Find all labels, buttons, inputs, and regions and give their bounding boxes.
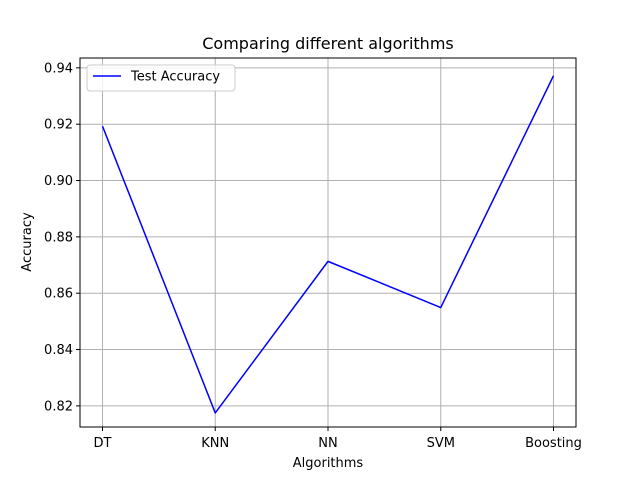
axis-ticks: DT KNN NN SVM Boosting 0.82 0.84 0.86 0.88 0.90 0.…	[44, 61, 582, 451]
y-tick-label: 0.84	[44, 343, 73, 358]
x-tick-label: SVM	[427, 436, 455, 451]
y-tick-label: 0.92	[44, 118, 73, 133]
x-tick-label: KNN	[201, 436, 229, 451]
x-tick-label: DT	[94, 436, 112, 451]
chart-title: Comparing different algorithms	[202, 34, 454, 53]
x-tick-label: NN	[318, 436, 337, 451]
grid	[80, 58, 576, 427]
series-layer	[101, 75, 555, 414]
x-tick-label: Boosting	[525, 436, 582, 451]
y-tick-label: 0.86	[44, 287, 73, 302]
y-axis-label: Accuracy	[20, 212, 35, 272]
y-tick-label: 0.88	[44, 230, 73, 245]
y-tick-label: 0.82	[44, 399, 73, 414]
y-tick-label: 0.94	[44, 61, 73, 76]
y-tick-label: 0.90	[44, 174, 73, 189]
legend-entry-test-accuracy: Test Accuracy	[130, 70, 220, 85]
x-axis-label: Algorithms	[293, 456, 364, 471]
legend-box	[86, 64, 236, 92]
legend: Test Accuracy	[86, 64, 236, 92]
